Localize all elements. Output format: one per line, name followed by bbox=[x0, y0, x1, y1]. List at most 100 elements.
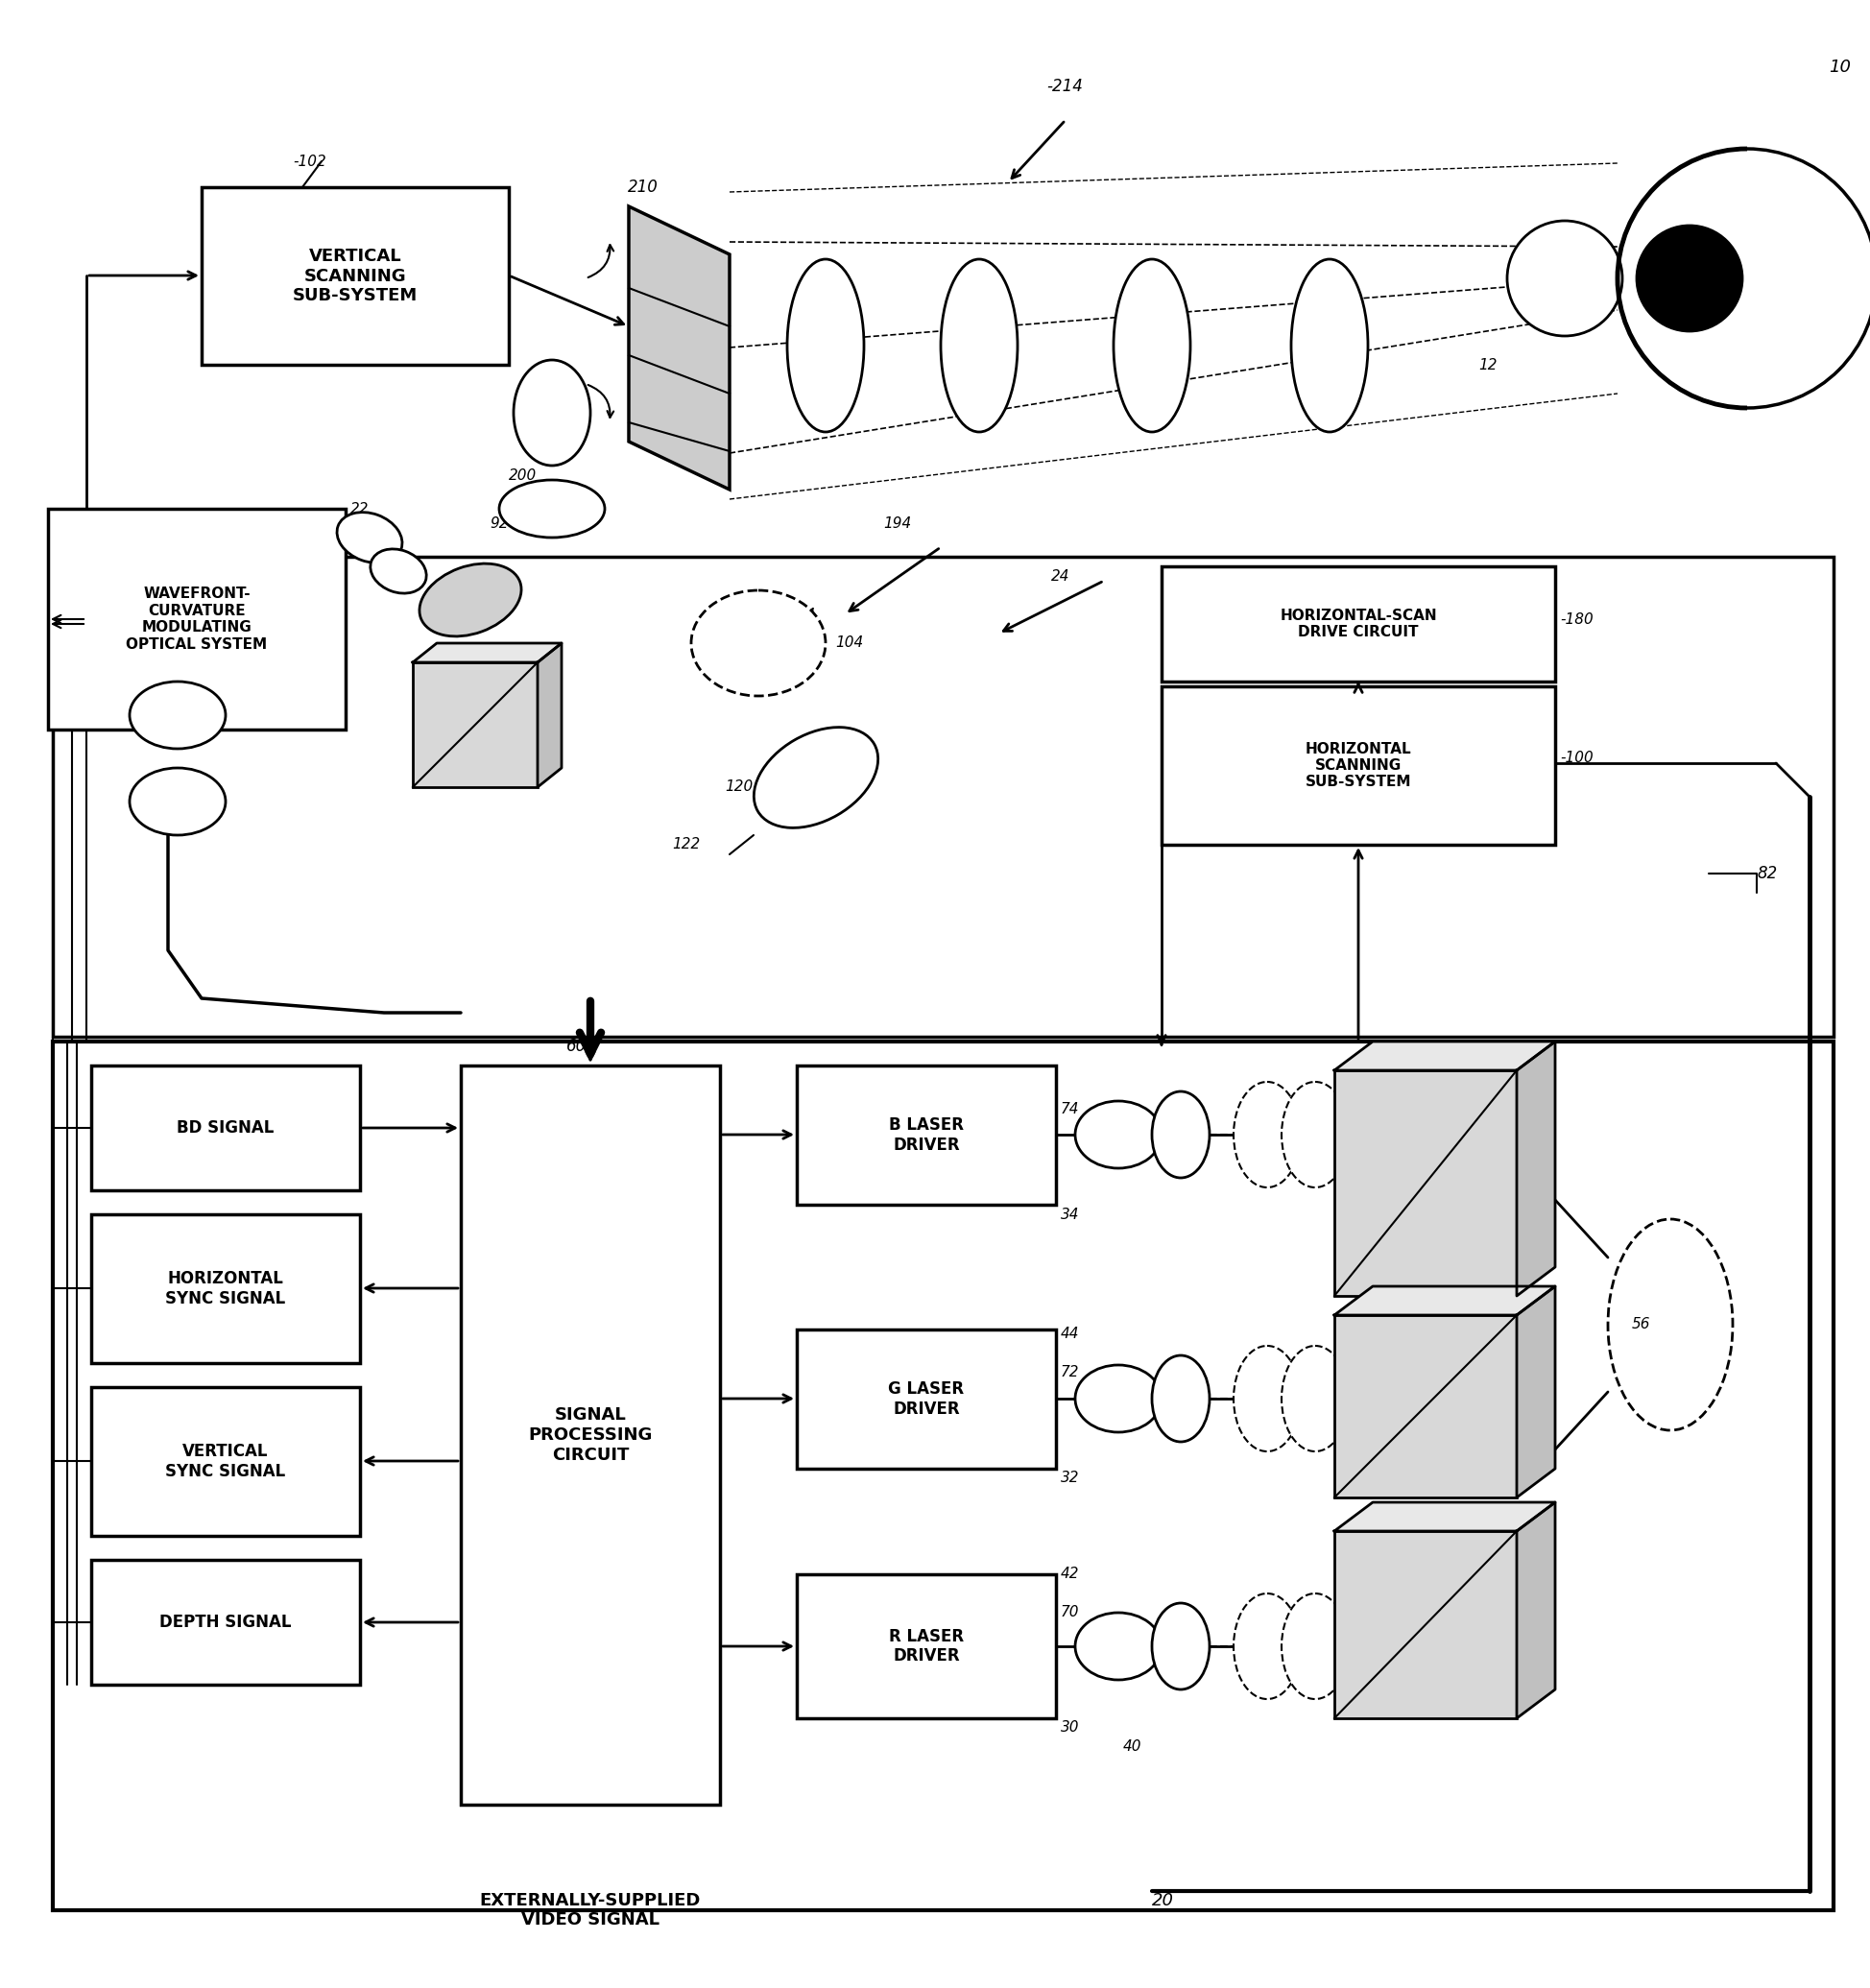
Text: 92: 92 bbox=[490, 517, 509, 531]
Text: 74: 74 bbox=[1060, 1101, 1079, 1115]
Bar bbox=[797, 1066, 1055, 1205]
Ellipse shape bbox=[690, 590, 825, 696]
Text: 30: 30 bbox=[1060, 1722, 1079, 1736]
Text: 104: 104 bbox=[834, 636, 862, 650]
Ellipse shape bbox=[512, 360, 591, 465]
Bar bbox=[52, 557, 1833, 1036]
Ellipse shape bbox=[1113, 258, 1189, 431]
Text: -180: -180 bbox=[1560, 612, 1593, 626]
Ellipse shape bbox=[1075, 1612, 1161, 1680]
Text: 40: 40 bbox=[1122, 1740, 1141, 1753]
Ellipse shape bbox=[337, 513, 402, 563]
Ellipse shape bbox=[1232, 1346, 1300, 1451]
Ellipse shape bbox=[1281, 1346, 1348, 1451]
Ellipse shape bbox=[1075, 1366, 1161, 1431]
Text: BD SIGNAL: BD SIGNAL bbox=[178, 1119, 275, 1137]
Ellipse shape bbox=[1281, 1081, 1348, 1187]
Bar bbox=[92, 1215, 359, 1364]
Bar bbox=[92, 1388, 359, 1537]
Text: 124: 124 bbox=[787, 606, 815, 622]
Text: 60: 60 bbox=[567, 1038, 587, 1056]
Bar bbox=[49, 509, 346, 730]
Bar bbox=[52, 1042, 1833, 1910]
Text: WAVEFRONT-
CURVATURE
MODULATING
OPTICAL SYSTEM: WAVEFRONT- CURVATURE MODULATING OPTICAL … bbox=[125, 586, 267, 652]
Text: 90: 90 bbox=[460, 569, 479, 582]
Text: 82: 82 bbox=[1756, 865, 1776, 883]
Polygon shape bbox=[628, 207, 729, 489]
Text: SIGNAL
PROCESSING
CIRCUIT: SIGNAL PROCESSING CIRCUIT bbox=[527, 1406, 653, 1463]
Bar bbox=[413, 662, 537, 787]
Text: 56: 56 bbox=[1631, 1318, 1649, 1332]
Ellipse shape bbox=[1281, 1594, 1348, 1700]
Ellipse shape bbox=[1152, 1091, 1208, 1177]
Polygon shape bbox=[1333, 1286, 1554, 1316]
Bar bbox=[1161, 567, 1554, 682]
Text: G LASER
DRIVER: G LASER DRIVER bbox=[888, 1380, 963, 1417]
Text: 54: 54 bbox=[1459, 1260, 1477, 1274]
Bar bbox=[797, 1574, 1055, 1718]
Text: 24: 24 bbox=[1051, 569, 1070, 582]
Ellipse shape bbox=[941, 258, 1017, 431]
Text: VERTICAL
SCANNING
SUB-SYSTEM: VERTICAL SCANNING SUB-SYSTEM bbox=[292, 247, 417, 304]
Text: 134: 134 bbox=[840, 765, 868, 779]
Circle shape bbox=[1636, 225, 1741, 332]
Text: B LASER
DRIVER: B LASER DRIVER bbox=[888, 1117, 963, 1153]
Text: 96: 96 bbox=[150, 704, 168, 718]
Text: HORIZONTAL-SCAN
DRIVE CIRCUIT: HORIZONTAL-SCAN DRIVE CIRCUIT bbox=[1279, 608, 1436, 640]
Ellipse shape bbox=[499, 479, 604, 537]
Bar bbox=[1333, 1531, 1517, 1718]
Polygon shape bbox=[1517, 1286, 1554, 1497]
Polygon shape bbox=[1517, 1042, 1554, 1296]
Circle shape bbox=[1618, 149, 1870, 408]
Ellipse shape bbox=[787, 258, 864, 431]
Text: 44: 44 bbox=[1060, 1328, 1079, 1342]
Text: EXTERNALLY-SUPPLIED
VIDEO SIGNAL: EXTERNALLY-SUPPLIED VIDEO SIGNAL bbox=[479, 1893, 701, 1928]
Bar bbox=[202, 187, 509, 364]
Ellipse shape bbox=[419, 563, 522, 636]
Ellipse shape bbox=[754, 728, 877, 827]
Ellipse shape bbox=[129, 682, 226, 749]
Circle shape bbox=[1507, 221, 1621, 336]
Text: HORIZONTAL
SYNC SIGNAL: HORIZONTAL SYNC SIGNAL bbox=[165, 1270, 286, 1308]
Text: 122: 122 bbox=[671, 837, 699, 853]
Bar bbox=[460, 1066, 720, 1805]
Text: 10: 10 bbox=[1827, 58, 1849, 76]
Text: -102: -102 bbox=[292, 153, 325, 169]
Bar bbox=[92, 1561, 359, 1684]
Text: DEPTH SIGNAL: DEPTH SIGNAL bbox=[159, 1614, 292, 1630]
Text: 50: 50 bbox=[1459, 1678, 1477, 1692]
Bar bbox=[797, 1330, 1055, 1469]
Bar bbox=[92, 1066, 359, 1191]
Polygon shape bbox=[1333, 1042, 1554, 1070]
Text: 52: 52 bbox=[1459, 1461, 1477, 1475]
Text: 84: 84 bbox=[153, 789, 172, 803]
Text: 194: 194 bbox=[883, 517, 911, 531]
Text: 200: 200 bbox=[509, 467, 537, 483]
Text: 32: 32 bbox=[1060, 1471, 1079, 1485]
Text: 20: 20 bbox=[1152, 1893, 1174, 1908]
Ellipse shape bbox=[1290, 258, 1367, 431]
Text: -100: -100 bbox=[1560, 751, 1593, 765]
Text: -214: -214 bbox=[1045, 78, 1083, 95]
Text: 42: 42 bbox=[1060, 1567, 1079, 1582]
Ellipse shape bbox=[129, 767, 226, 835]
Polygon shape bbox=[537, 644, 561, 787]
Ellipse shape bbox=[1075, 1101, 1161, 1169]
Ellipse shape bbox=[1232, 1594, 1300, 1700]
Text: 22: 22 bbox=[350, 501, 368, 517]
Text: 72: 72 bbox=[1060, 1366, 1079, 1380]
Text: VERTICAL
SYNC SIGNAL: VERTICAL SYNC SIGNAL bbox=[165, 1443, 286, 1481]
Text: R LASER
DRIVER: R LASER DRIVER bbox=[888, 1628, 963, 1664]
Polygon shape bbox=[413, 644, 561, 662]
Text: 14: 14 bbox=[1793, 368, 1812, 382]
Text: 12: 12 bbox=[1477, 358, 1496, 372]
Bar bbox=[1333, 1316, 1517, 1497]
Ellipse shape bbox=[1152, 1356, 1208, 1441]
Text: 70: 70 bbox=[1060, 1606, 1079, 1620]
Text: HORIZONTAL
SCANNING
SUB-SYSTEM: HORIZONTAL SCANNING SUB-SYSTEM bbox=[1305, 742, 1410, 789]
Bar bbox=[1333, 1070, 1517, 1296]
Text: 94: 94 bbox=[423, 738, 441, 751]
Polygon shape bbox=[1333, 1503, 1554, 1531]
Ellipse shape bbox=[1232, 1081, 1300, 1187]
Text: 34: 34 bbox=[1060, 1207, 1079, 1221]
